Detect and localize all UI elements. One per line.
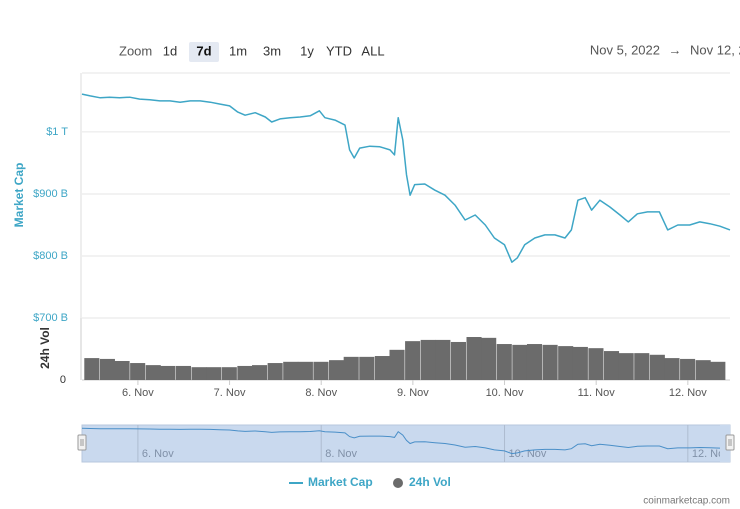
bar [99,358,115,380]
x-tick-label: 9. Nov [397,387,429,399]
bar [206,367,222,380]
zoom-button[interactable]: 1d [163,43,177,58]
bar [313,361,329,380]
bar [389,349,405,380]
navigator-line [81,427,731,455]
navigator-tick-label: 6. Nov [142,448,174,460]
bar [374,356,390,380]
bar [420,339,436,380]
bar [435,339,451,380]
bar [221,367,237,380]
bar [145,365,161,380]
bar [359,356,375,380]
x-tick-label: 10. Nov [486,387,524,399]
bar [191,367,207,380]
bar [572,346,588,380]
y-tick-label: $1 T [46,126,68,138]
bar [481,337,497,380]
zoom-label: Zoom [119,43,152,58]
legend-swatch [393,478,403,488]
y-tick-label: $800 B [33,250,68,262]
bar [267,363,283,380]
bar [130,363,146,380]
bar [710,361,726,380]
navigator-tick-label: 8. Nov [325,448,357,460]
legend-label[interactable]: Market Cap [308,475,373,489]
toolbar: Zoom 1d 7d 1m 3m 1y YTD ALL Nov 5, 2022 → Nov 12, … [119,42,740,62]
bar [512,344,528,380]
bar [496,344,512,380]
bar [603,351,620,380]
bar [329,360,345,380]
zoom-button[interactable]: 1m [229,43,247,58]
range-to: Nov 12, 2022 [690,42,740,57]
y-axis-title: 24h Vol [38,327,52,369]
zoom-button[interactable]: 3m [263,43,281,58]
y-tick-label: $900 B [33,188,68,200]
x-tick-label: 7. Nov [214,387,246,399]
bar [343,356,359,380]
bar [405,341,421,380]
range-arrow: → [669,42,682,57]
bar [649,354,665,380]
navigator-cover [720,425,730,462]
y-tick-label: $700 B [33,312,68,324]
bar [252,365,268,380]
legend: Market Cap 24h Vol [289,475,451,489]
y-axis-title: Market Cap [12,163,26,228]
y-tick-label: 0 [60,374,66,386]
navigator: 6. Nov 8. Nov 10. Nov 12. Nov [77,424,735,463]
bar [114,360,130,380]
bar [160,365,176,380]
line [81,93,731,263]
navigator-tick-label: 10. Nov [509,448,547,460]
zoom-button[interactable]: YTD [326,43,352,58]
zoom-button[interactable]: ALL [361,43,384,58]
navigator-handle[interactable] [77,434,87,451]
bar [526,344,543,380]
x-tick-label: 11. Nov [578,387,616,399]
bar [634,353,650,380]
navigator-bg [81,424,731,463]
plot: $700 B $800 B $900 B $1 T Market Cap 0 24h Vol… [12,72,731,399]
zoom-button[interactable]: 7d [196,43,211,58]
credit: coinmarketcap.com [643,496,730,507]
zoom-button[interactable]: 1y [300,43,314,58]
bar [558,346,574,380]
navigator-handle[interactable] [725,434,735,451]
legend-label[interactable]: 24h Vol [409,475,451,489]
bar [283,361,299,380]
bar [695,360,711,380]
bar [297,361,313,380]
bar [466,337,482,380]
bar [84,358,100,380]
zoom-button-bg [189,42,219,62]
bar [542,344,558,380]
bar [680,358,696,380]
range-from: Nov 5, 2022 [590,42,660,57]
bar [618,353,634,380]
x-tick-label: 6. Nov [122,387,154,399]
bar [175,365,192,380]
x-tick-label: 12. Nov [669,387,707,399]
x-tick-label: 8. Nov [305,387,337,399]
bar [237,365,253,380]
bar [588,348,604,380]
bar [664,358,680,380]
bar [450,341,466,380]
